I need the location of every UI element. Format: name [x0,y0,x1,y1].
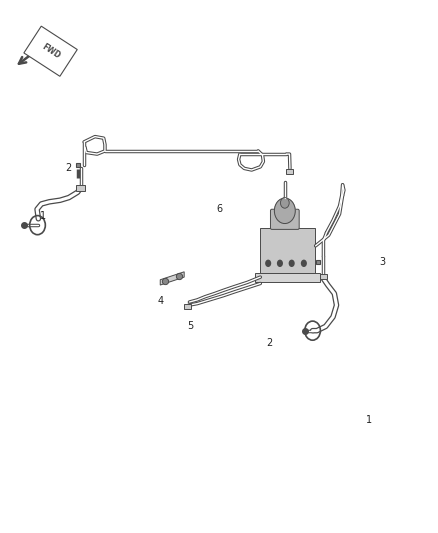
Text: 1: 1 [366,415,372,425]
Bar [286,168,293,174]
Circle shape [274,198,295,223]
Bar [260,228,315,273]
Text: 6: 6 [216,204,222,214]
Bar [255,273,320,282]
Circle shape [277,260,283,267]
Text: 2: 2 [266,338,272,349]
Circle shape [265,260,271,267]
Text: 2: 2 [66,164,72,173]
Polygon shape [160,272,184,285]
Text: 5: 5 [187,321,194,332]
Circle shape [289,260,295,267]
Bar [76,185,85,191]
Circle shape [280,198,289,208]
FancyBboxPatch shape [271,209,299,229]
Text: FWD: FWD [40,42,61,60]
Text: 1: 1 [40,211,46,221]
Bar [184,304,191,309]
Circle shape [301,260,307,267]
Text: 4: 4 [157,296,163,306]
Text: 3: 3 [379,257,385,267]
Bar [320,274,327,279]
